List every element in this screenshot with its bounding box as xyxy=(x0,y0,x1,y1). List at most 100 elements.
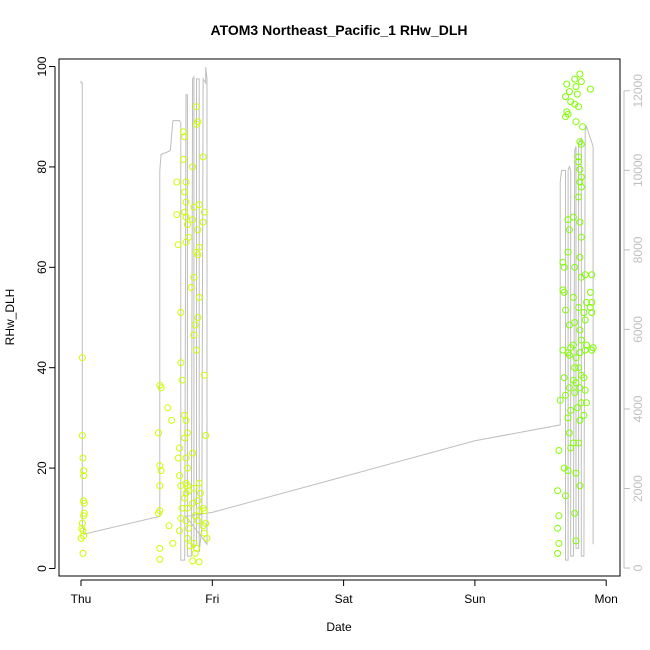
data-point xyxy=(571,263,579,271)
data-point xyxy=(575,153,583,161)
data-point xyxy=(174,454,182,462)
data-point xyxy=(79,549,87,557)
data-point xyxy=(565,226,573,234)
data-point xyxy=(80,532,88,540)
data-point xyxy=(189,449,197,457)
data-point xyxy=(588,346,596,354)
data-point xyxy=(571,319,579,326)
data-point xyxy=(562,391,569,399)
data-point xyxy=(580,309,588,316)
data-point xyxy=(559,258,567,266)
y-axis: 0 20 40 60 80 100 xyxy=(35,56,56,572)
data-point xyxy=(156,544,164,552)
data-point xyxy=(182,213,190,221)
data-point xyxy=(562,306,569,314)
data-point xyxy=(183,482,191,490)
data-point xyxy=(567,406,575,414)
data-point xyxy=(575,439,583,447)
y-tick-label: 40 xyxy=(35,361,49,375)
data-point xyxy=(562,492,569,500)
y-tick-label: 20 xyxy=(35,461,49,475)
data-point xyxy=(189,557,197,565)
data-point xyxy=(164,404,172,412)
data-point xyxy=(178,376,186,384)
data-point xyxy=(581,316,589,324)
data-point xyxy=(576,416,584,424)
data-point xyxy=(187,283,195,291)
data-point xyxy=(200,371,208,379)
data-point xyxy=(78,432,86,439)
x-tick-label: Sat xyxy=(335,592,354,606)
data-point xyxy=(199,153,207,161)
data-point xyxy=(588,271,596,279)
data-point xyxy=(576,70,584,78)
data-point xyxy=(580,374,588,382)
data-point xyxy=(575,364,583,372)
data-point xyxy=(199,218,207,226)
data-point xyxy=(583,399,590,407)
data-point xyxy=(193,346,200,354)
data-point xyxy=(168,416,176,424)
data-point xyxy=(189,216,197,224)
data-point xyxy=(185,524,193,532)
data-point xyxy=(565,88,573,96)
data-point xyxy=(586,304,594,311)
data-point xyxy=(576,165,584,173)
data-point xyxy=(569,213,577,221)
data-point xyxy=(195,479,203,487)
data-point xyxy=(556,396,564,404)
points-series-layer xyxy=(77,70,597,566)
data-point xyxy=(181,133,189,141)
data-point xyxy=(555,447,563,454)
data-point xyxy=(179,155,187,163)
data-point xyxy=(564,414,572,422)
x-axis: Thu Fri Sat Sun Mon xyxy=(71,579,618,606)
data-point xyxy=(193,544,200,552)
data-point xyxy=(580,411,588,419)
data-point xyxy=(572,537,580,545)
data-point xyxy=(576,178,584,186)
data-point xyxy=(577,233,585,241)
data-point xyxy=(572,379,580,387)
x-tick-label: Thu xyxy=(71,592,92,606)
data-point xyxy=(80,499,88,507)
data-point xyxy=(157,384,165,392)
data-point xyxy=(581,386,589,394)
x-tick-label: Fri xyxy=(205,592,219,606)
plot-frame xyxy=(58,58,621,577)
data-point xyxy=(182,198,190,206)
y2-tick-label: 8000 xyxy=(631,236,645,263)
data-point xyxy=(189,163,197,171)
data-point xyxy=(554,524,562,532)
data-point xyxy=(569,439,577,447)
data-point xyxy=(194,497,202,505)
data-point xyxy=(191,549,199,557)
y2-tick-label: 2000 xyxy=(631,475,645,502)
data-point xyxy=(195,201,203,209)
data-point xyxy=(571,364,579,372)
y-tick-label: 80 xyxy=(35,160,49,174)
data-point xyxy=(181,411,189,419)
data-point xyxy=(577,399,585,407)
data-point xyxy=(573,404,581,412)
y2-tick-label: 6000 xyxy=(631,316,645,343)
data-point xyxy=(183,504,191,512)
y2-tick-label: 12000 xyxy=(631,74,645,108)
data-point xyxy=(576,482,584,490)
data-point xyxy=(155,509,162,517)
data-point xyxy=(575,103,583,111)
data-point xyxy=(579,123,587,131)
data-point xyxy=(80,472,88,480)
data-point xyxy=(78,519,86,527)
data-point xyxy=(79,527,87,535)
data-point xyxy=(176,527,183,535)
y-tick-label: 60 xyxy=(35,260,49,274)
data-point xyxy=(195,558,203,566)
data-point xyxy=(200,507,208,515)
data-point xyxy=(173,178,181,186)
y-tick-label: 0 xyxy=(35,565,49,572)
data-point xyxy=(560,374,568,382)
data-point xyxy=(563,80,571,88)
data-point xyxy=(79,454,87,462)
